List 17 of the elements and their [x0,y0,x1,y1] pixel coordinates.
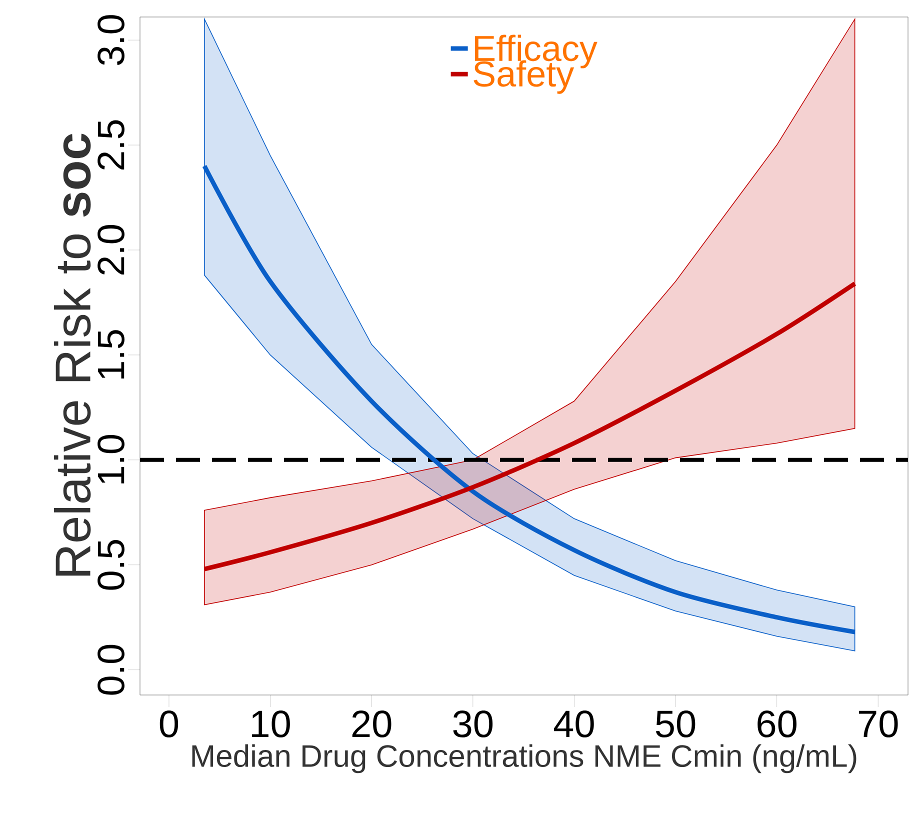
y-tick-label: 1.5 [98,330,124,378]
y-tick-label: 2.5 [98,120,124,170]
y-tick-label: 0.0 [98,644,124,695]
x-tick-label: 60 [758,710,796,738]
y-tick-label: 1.0 [98,434,124,484]
x-axis-title: Median Drug Concentrations NME Cmin (ng/mL) [192,744,856,774]
y-tick-label: 2.0 [98,225,124,274]
y-tick-label: 0.5 [98,540,124,590]
y-axis-title: Relative Risk to soc [54,134,91,576]
x-tick-label: 30 [453,710,493,738]
x-tick-label: 20 [352,710,392,738]
x-tick-label: 50 [656,710,696,738]
x-tick-label: 70 [858,710,898,738]
x-tick-label: 10 [252,710,290,738]
x-tick-label: 40 [554,710,594,738]
x-tick-label: 0 [160,710,178,738]
y-tick-label: 3.0 [98,15,124,66]
